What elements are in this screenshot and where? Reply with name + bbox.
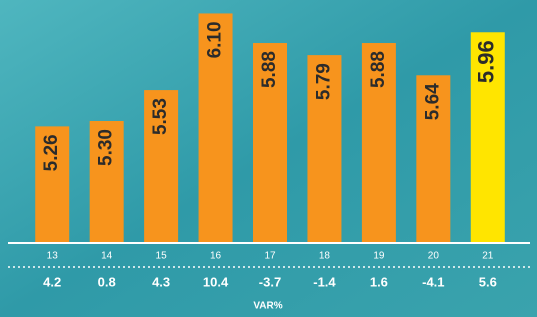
var-value: 4.3 [152,274,170,289]
var-value: 10.4 [203,274,229,289]
x-tick-label: 16 [210,251,222,262]
value-label: 5.30 [96,129,117,166]
var-label: VAR% [253,301,282,312]
x-tick-label: 18 [319,251,331,262]
var-value: -3.7 [259,274,281,289]
value-label: 5.96 [474,40,499,83]
var-value: 1.6 [370,274,388,289]
var-value: -1.4 [313,274,336,289]
x-tick-label: 15 [156,251,168,262]
x-tick-label: 21 [482,251,494,262]
var-value: 5.6 [479,274,497,289]
value-label: 6.10 [205,21,226,58]
var-value: 0.8 [98,274,116,289]
var-value: -4.1 [422,274,444,289]
value-label: 5.88 [259,51,280,88]
value-label: 5.26 [41,134,62,171]
x-tick-label: 14 [101,251,113,262]
value-label: 5.64 [422,83,443,120]
x-tick-label: 13 [47,251,59,262]
value-label: 5.53 [150,98,171,135]
x-tick-label: 20 [428,251,440,262]
value-label: 5.79 [313,63,334,100]
value-label: 5.88 [368,51,389,88]
var-value: 4.2 [43,274,61,289]
x-tick-label: 17 [264,251,276,262]
x-tick-label: 19 [373,251,385,262]
chart: VAR% 5.26 13 4.2 5.30 14 0.8 5.53 15 4.3 6.10 16 10… [0,0,537,317]
